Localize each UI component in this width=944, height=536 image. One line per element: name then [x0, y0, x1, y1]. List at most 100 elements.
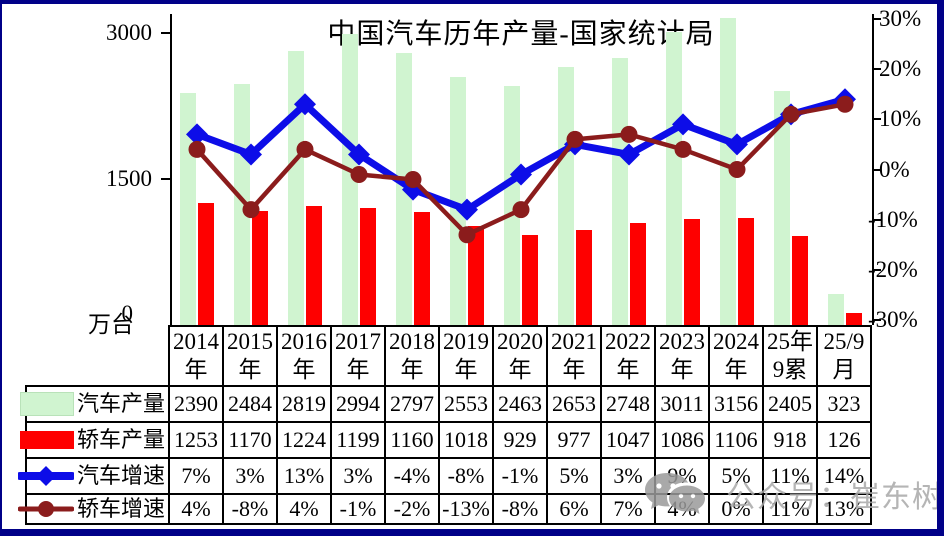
table-value-cell: 1224: [278, 423, 332, 459]
table-value-cell: 6%: [548, 495, 602, 525]
bar-汽车产量: [396, 53, 412, 325]
bar-轿车产量: [252, 211, 268, 325]
table-value-cell: -1%: [332, 495, 386, 525]
year-header-line: 年: [346, 357, 370, 382]
table-value-cell: 4%: [278, 495, 332, 525]
table-value-cell: -2%: [386, 495, 440, 525]
legend-swatch-circle: [17, 501, 74, 517]
legend-label: 汽车增速: [76, 463, 165, 488]
bar-汽车产量: [342, 34, 358, 325]
table-value-cell: 3%: [224, 459, 278, 495]
left-axis-unit-label: 万台: [88, 312, 134, 337]
table-value-cell: -8%: [440, 459, 494, 495]
table-year-header: 2020 年: [494, 325, 548, 387]
year-header-line: 2018: [389, 329, 435, 354]
table-value-cell: -13%: [440, 495, 494, 525]
legend-cell-汽车产量: 汽车产量: [19, 387, 170, 423]
table-value-cell: 2390: [170, 387, 224, 423]
table-value-cell: 4%: [170, 495, 224, 525]
right-axis-tick-label: 30%: [879, 6, 922, 32]
year-header-line: 年: [292, 357, 316, 382]
year-header-line: 2017: [335, 329, 381, 354]
wechat-icon: [645, 473, 705, 514]
year-header-line: 年: [508, 357, 532, 382]
bar-轿车产量: [684, 219, 700, 325]
bar-轿车产量: [630, 223, 646, 325]
table-value-cell: 1047: [602, 423, 656, 459]
table-value-cell: 2553: [440, 387, 494, 423]
year-header-line: 年: [184, 357, 208, 382]
year-header-line: 年: [616, 357, 640, 382]
legend-label: 汽车产量: [76, 391, 165, 416]
left-axis-tick: [161, 32, 170, 35]
year-header-line: 年: [670, 357, 694, 382]
year-header-line: 年: [400, 357, 424, 382]
bar-轿车产量: [414, 212, 430, 325]
bar-汽车产量: [504, 85, 520, 325]
table-value-cell: 2994: [332, 387, 386, 423]
table-value-cell: -8%: [224, 495, 278, 525]
legend-swatch-diamond: [17, 466, 74, 486]
table-value-cell: 1086: [656, 423, 710, 459]
marker-轿车增速: [836, 95, 854, 113]
year-header-line: 2014: [173, 329, 219, 354]
table-value-cell: 1106: [710, 423, 764, 459]
table-year-header: 2024 年: [710, 325, 764, 387]
table-value-cell: 14%: [818, 459, 872, 495]
right-axis-tick: [872, 168, 881, 171]
bar-轿车产量: [792, 235, 808, 325]
table-value-cell: 2463: [494, 387, 548, 423]
table-value-cell: 13%: [818, 495, 872, 525]
table-value-cell: 929: [494, 423, 548, 459]
year-header-line: 2019: [443, 329, 489, 354]
table-value-cell: 2653: [548, 387, 602, 423]
year-header-line: 2020: [497, 329, 543, 354]
right-axis-tick-label: 10%: [879, 106, 922, 132]
table-value-cell: 1253: [170, 423, 224, 459]
table-value-cell: 11%: [764, 495, 818, 525]
bar-轿车产量: [522, 234, 538, 325]
table-value-cell: 1199: [332, 423, 386, 459]
legend-label: 轿车产量: [76, 427, 165, 452]
table-value-cell: 323: [818, 387, 872, 423]
bar-汽车产量: [774, 91, 790, 325]
bar-汽车产量: [558, 67, 574, 325]
table-year-header: 2018 年: [386, 325, 440, 387]
table-year-header: 2017 年: [332, 325, 386, 387]
legend-cell-汽车增速: 汽车增速: [17, 459, 170, 495]
year-header-line: 2016: [281, 329, 327, 354]
table-value-cell: 0%: [710, 495, 764, 525]
bar-汽车产量: [828, 293, 844, 325]
table-value-cell: 11%: [764, 459, 818, 495]
bar-汽车产量: [288, 51, 304, 325]
year-header-line: 月: [832, 357, 856, 382]
left-axis-tick-label: 3000: [106, 20, 152, 46]
right-axis-tick: [872, 68, 881, 71]
bar-汽车产量: [612, 57, 628, 325]
year-header-line: 2022: [605, 329, 651, 354]
table-year-header: 2023 年: [656, 325, 710, 387]
year-header-line: 25/9: [823, 329, 865, 354]
bar-汽车产量: [450, 76, 466, 325]
bar-轿车产量: [468, 226, 484, 325]
year-header-line: 25年: [767, 329, 813, 354]
year-header-line: 9累: [772, 357, 808, 382]
table-value-cell: 7%: [170, 459, 224, 495]
legend-swatch-bar: [19, 431, 74, 449]
bar-轿车产量: [738, 217, 754, 325]
table-value-cell: 2748: [602, 387, 656, 423]
marker-汽车增速: [834, 88, 856, 111]
year-header-line: 2024: [713, 329, 759, 354]
table-year-header: 25/9 月: [818, 325, 872, 387]
left-axis-tick-label: 0: [121, 301, 134, 326]
right-axis-tick: [872, 268, 881, 271]
table-value-cell: 3011: [656, 387, 710, 423]
legend-cell-轿车增速: 轿车增速: [17, 495, 170, 525]
right-axis-tick: [872, 318, 881, 321]
bar-轿车产量: [306, 206, 322, 325]
bar-轿车产量: [846, 312, 862, 325]
table-corner-cell: [25, 325, 170, 387]
table-value-cell: 1018: [440, 423, 494, 459]
table-value-cell: 3156: [710, 387, 764, 423]
